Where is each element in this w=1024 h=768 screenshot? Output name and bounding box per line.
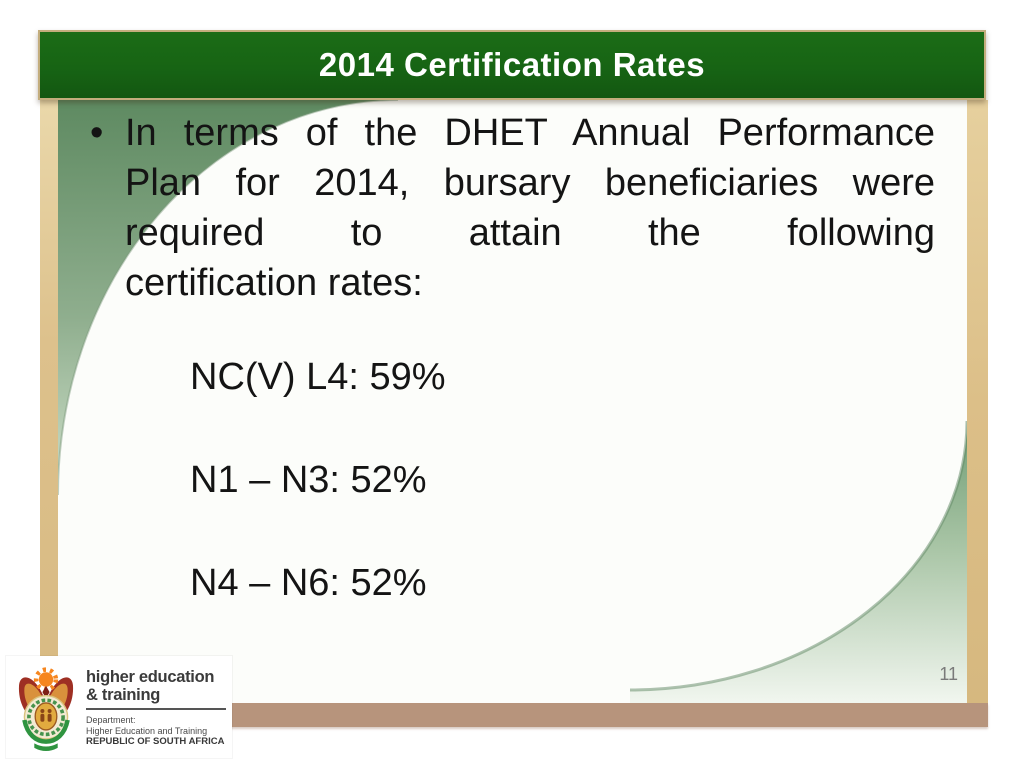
corner-swoosh-bottom-right: [629, 420, 967, 703]
slide-frame-right-border: [967, 100, 988, 703]
paragraph-line: Plan for 2014, bursary beneficiaries wer…: [125, 162, 935, 204]
dhet-logo-block: higher education & training Department: …: [6, 656, 232, 758]
certification-rates-list: NC(V) L4: 59% N1 – N3: 52% N4 – N6: 52%: [190, 352, 446, 661]
logo-name-line2: & training: [86, 686, 160, 704]
slide-title: 2014 Certification Rates: [318, 46, 706, 83]
dhet-logo-text: higher education & training Department: …: [86, 668, 226, 748]
logo-country-line: REPUBLIC OF SOUTH AFRICA: [86, 736, 225, 747]
bullet-paragraph: • In terms of the DHET Annual Performanc…: [88, 108, 935, 308]
paragraph-line: certification rates:: [125, 262, 423, 304]
slide-content-area: • In terms of the DHET Annual Performanc…: [58, 100, 967, 703]
logo-department-label: Department:: [86, 715, 136, 725]
corner-swoosh-top-left: [58, 100, 398, 495]
slide-frame-left-border: [40, 100, 58, 703]
logo-divider-rule: [86, 708, 226, 710]
rate-line-n1-n3: N1 – N3: 52%: [190, 459, 427, 501]
slide-title-bar: 2014 Certification Rates: [38, 30, 986, 100]
rate-line-n4-n6: N4 – N6: 52%: [190, 562, 427, 604]
logo-name-line1: higher education: [86, 668, 215, 686]
south-africa-coat-of-arms-icon: [18, 667, 74, 752]
rate-line-ncv-l4: NC(V) L4: 59%: [190, 356, 446, 398]
logo-department-name: Higher Education and Training: [86, 725, 208, 736]
slide-page-number: 11: [939, 664, 958, 684]
bullet-marker: •: [90, 112, 104, 154]
paragraph-line: required to attain the following: [125, 212, 935, 254]
paragraph-line: In terms of the DHET Annual Performance: [125, 112, 935, 154]
